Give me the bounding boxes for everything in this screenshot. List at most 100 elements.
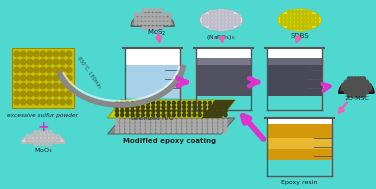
Circle shape (216, 22, 219, 26)
Circle shape (26, 135, 29, 138)
Circle shape (146, 101, 150, 105)
Circle shape (203, 123, 206, 126)
Circle shape (33, 99, 39, 105)
Circle shape (220, 26, 223, 29)
Circle shape (183, 109, 186, 113)
Circle shape (312, 15, 315, 18)
Circle shape (38, 130, 41, 133)
Circle shape (356, 77, 359, 81)
Circle shape (121, 109, 124, 113)
Circle shape (224, 113, 227, 117)
Circle shape (356, 84, 359, 87)
Circle shape (284, 22, 287, 26)
Circle shape (188, 126, 191, 129)
Circle shape (38, 135, 41, 138)
Circle shape (302, 26, 305, 29)
Circle shape (126, 105, 129, 109)
Circle shape (131, 105, 134, 109)
Circle shape (149, 22, 152, 25)
Circle shape (188, 123, 191, 126)
Circle shape (294, 19, 297, 22)
Circle shape (164, 18, 167, 20)
Circle shape (131, 126, 134, 129)
Circle shape (115, 105, 118, 109)
Circle shape (291, 19, 294, 22)
Circle shape (302, 15, 305, 18)
Circle shape (60, 99, 65, 105)
Circle shape (350, 87, 354, 91)
Circle shape (238, 19, 241, 22)
Circle shape (212, 22, 215, 26)
Circle shape (162, 113, 165, 117)
Circle shape (203, 113, 206, 117)
Circle shape (152, 105, 155, 109)
Text: excessive sulfur powder: excessive sulfur powder (8, 113, 78, 118)
Circle shape (203, 126, 206, 129)
Circle shape (291, 26, 294, 29)
Circle shape (53, 75, 59, 81)
Circle shape (38, 139, 41, 142)
Circle shape (198, 123, 201, 126)
Circle shape (47, 51, 52, 57)
Circle shape (126, 130, 129, 133)
Circle shape (33, 67, 39, 73)
Circle shape (227, 19, 230, 22)
FancyBboxPatch shape (125, 48, 180, 65)
Circle shape (356, 94, 359, 97)
Circle shape (167, 109, 170, 113)
Circle shape (214, 123, 217, 126)
Ellipse shape (200, 9, 243, 31)
Circle shape (287, 26, 290, 29)
Circle shape (167, 105, 170, 109)
Circle shape (53, 51, 59, 57)
Circle shape (208, 101, 212, 105)
Circle shape (157, 130, 160, 133)
Circle shape (66, 67, 72, 73)
Circle shape (220, 19, 223, 22)
Circle shape (344, 84, 348, 87)
Circle shape (344, 80, 348, 84)
Circle shape (214, 109, 217, 113)
FancyBboxPatch shape (196, 48, 250, 58)
Circle shape (168, 13, 171, 16)
Circle shape (47, 75, 52, 81)
Circle shape (353, 87, 357, 91)
Circle shape (294, 15, 297, 18)
Circle shape (316, 15, 319, 18)
Circle shape (66, 99, 72, 105)
Circle shape (45, 135, 48, 138)
Circle shape (66, 51, 72, 57)
Circle shape (126, 119, 129, 122)
Circle shape (359, 77, 362, 81)
Circle shape (309, 19, 312, 22)
Circle shape (121, 119, 124, 122)
Circle shape (224, 101, 227, 105)
Circle shape (41, 143, 44, 146)
Circle shape (60, 51, 65, 57)
Circle shape (177, 130, 180, 133)
Circle shape (40, 59, 45, 65)
Circle shape (14, 75, 20, 81)
Circle shape (202, 19, 205, 22)
Circle shape (33, 75, 39, 81)
Circle shape (168, 22, 171, 25)
Circle shape (183, 113, 186, 117)
Circle shape (198, 105, 201, 109)
Circle shape (136, 130, 139, 133)
Circle shape (153, 22, 156, 25)
Circle shape (21, 83, 26, 89)
Circle shape (146, 13, 149, 16)
Circle shape (33, 139, 36, 142)
Circle shape (203, 130, 206, 133)
Text: 830°C, 180min: 830°C, 180min (76, 55, 102, 89)
Circle shape (362, 90, 365, 94)
Circle shape (230, 11, 233, 13)
Circle shape (224, 109, 227, 113)
Circle shape (141, 119, 144, 122)
Circle shape (33, 143, 36, 146)
Circle shape (224, 105, 227, 109)
Circle shape (356, 87, 359, 91)
Circle shape (53, 59, 59, 65)
Circle shape (177, 119, 180, 122)
Circle shape (172, 105, 175, 109)
